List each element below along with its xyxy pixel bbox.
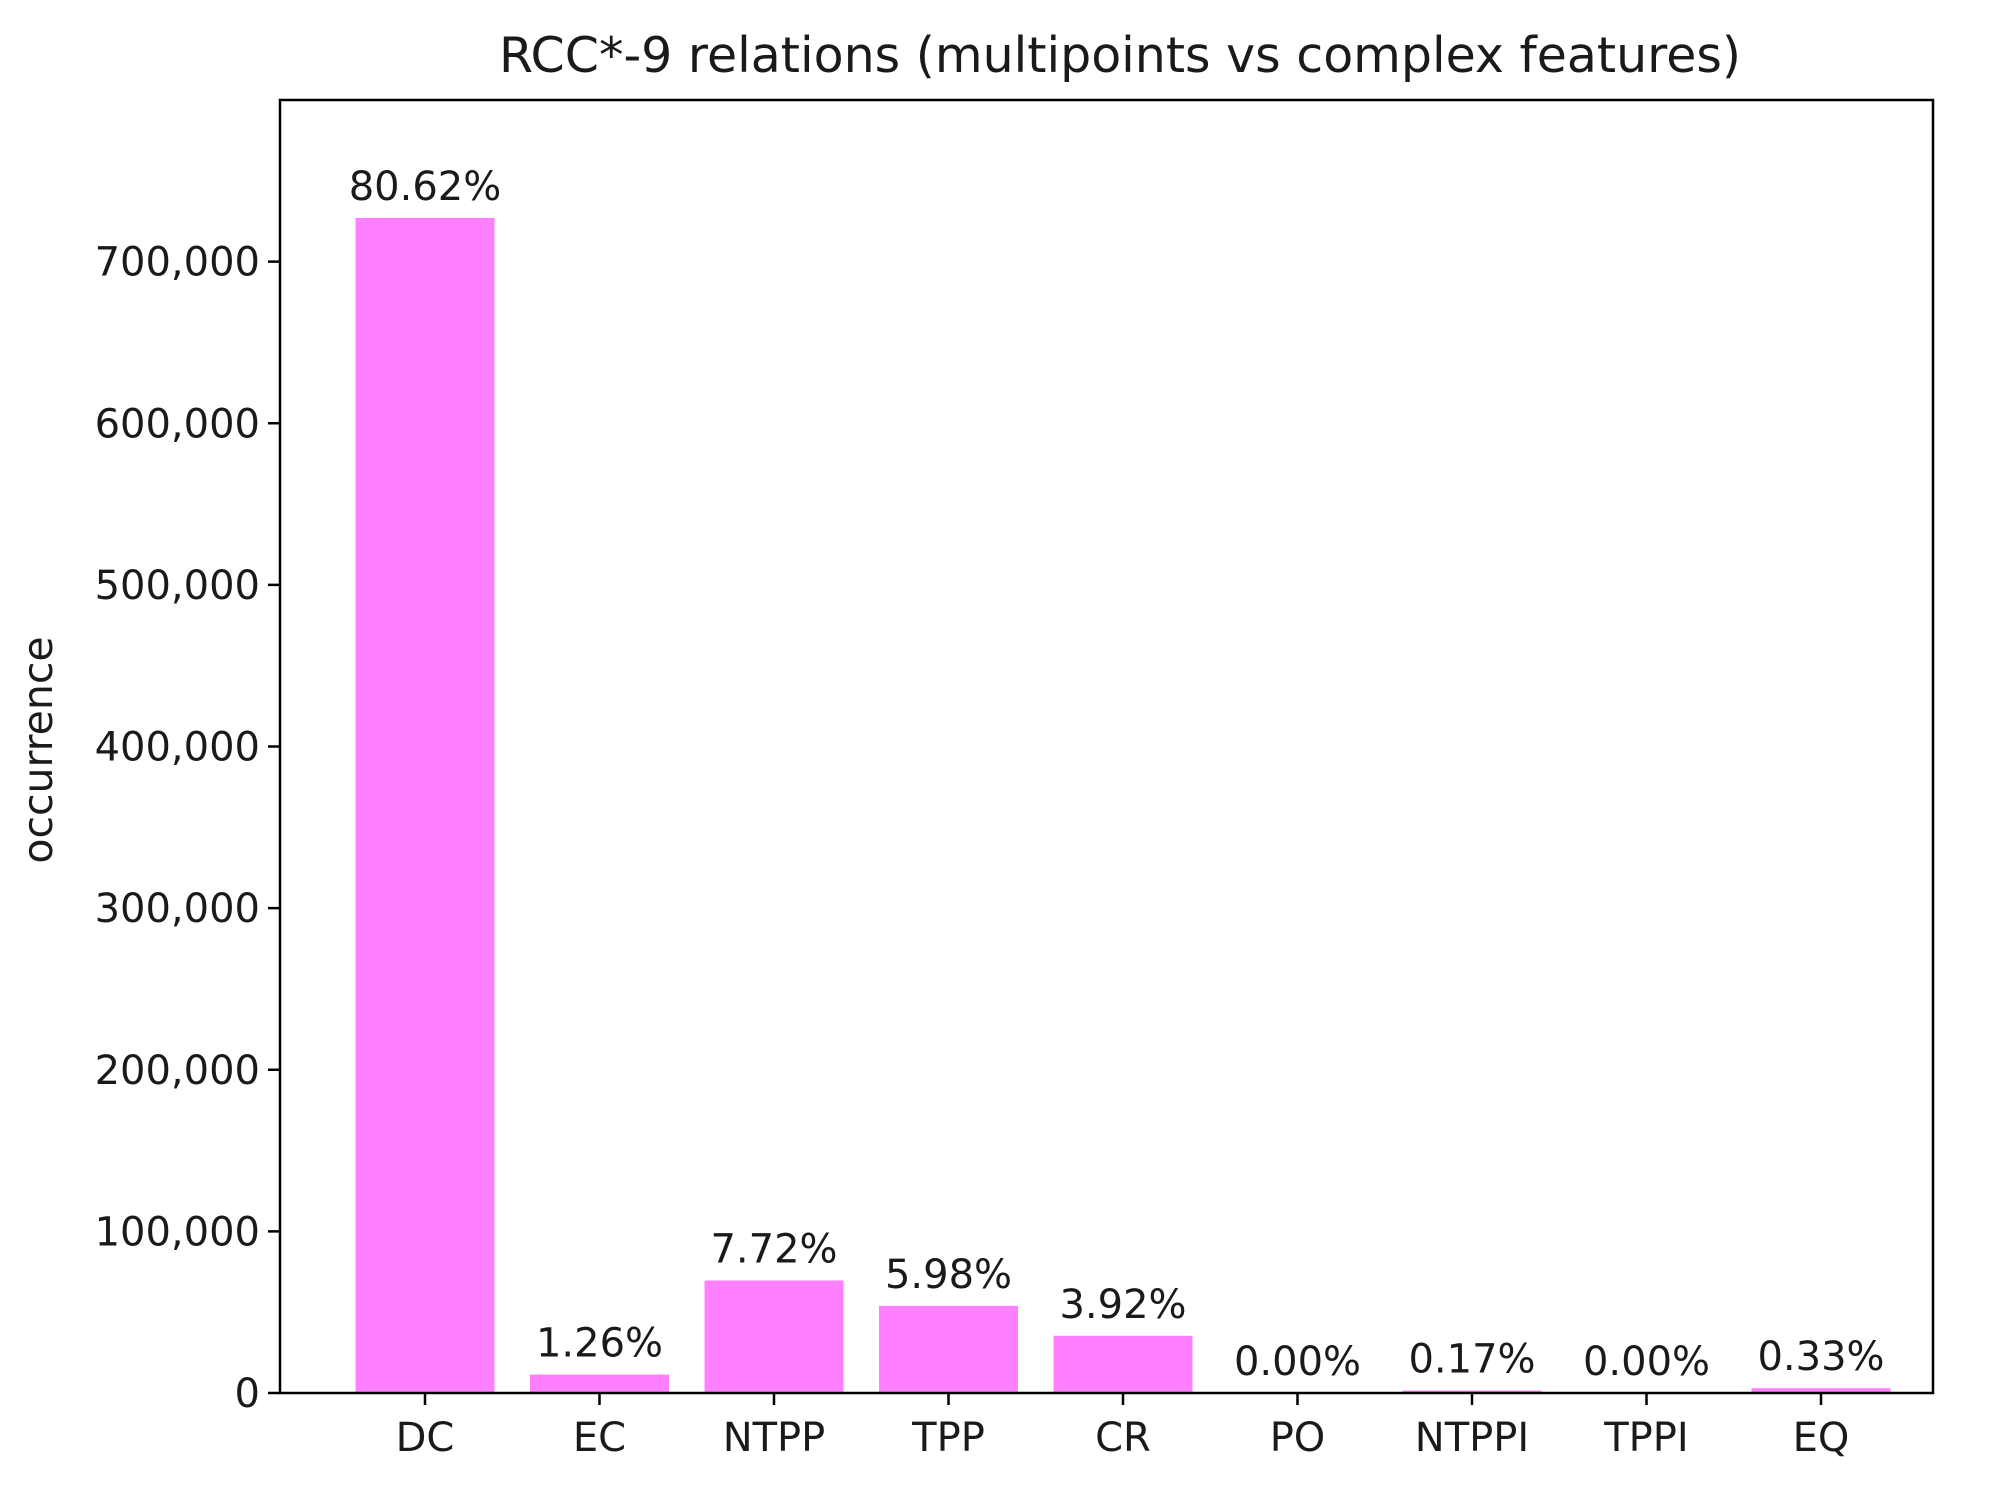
bar-eq — [1751, 1388, 1891, 1393]
y-tick-label: 600,000 — [95, 401, 260, 447]
x-tick-label: NTPP — [723, 1415, 826, 1461]
y-axis-label: occurrence — [14, 636, 62, 863]
bar-tpp — [879, 1305, 1018, 1393]
data-label: 0.33% — [1757, 1334, 1884, 1380]
plot-frame — [278, 98, 1935, 1395]
y-tick-label: 100,000 — [95, 1209, 260, 1255]
data-label: 0.00% — [1583, 1339, 1710, 1385]
y-tick-label: 300,000 — [95, 886, 260, 932]
y-tick-label: 200,000 — [95, 1048, 260, 1094]
y-tick-label: 500,000 — [95, 563, 260, 609]
chart-title: RCC*-9 relations (multipoints vs complex… — [499, 27, 1741, 84]
x-tick-label: EQ — [1793, 1415, 1850, 1461]
x-tick-label: TPPI — [1603, 1415, 1688, 1461]
data-label: 5.98% — [885, 1252, 1012, 1298]
data-label: 0.00% — [1234, 1339, 1361, 1385]
x-tick-label: DC — [396, 1415, 455, 1461]
y-tick-label: 0 — [235, 1371, 260, 1417]
data-label: 80.62% — [349, 164, 502, 210]
data-label: 7.72% — [710, 1227, 837, 1273]
bar-ntpp — [704, 1280, 844, 1393]
data-label: 1.26% — [536, 1321, 663, 1367]
x-tick-label: CR — [1095, 1415, 1151, 1461]
data-label: 3.92% — [1059, 1282, 1186, 1328]
x-tick-label: TPP — [911, 1415, 985, 1461]
x-tick-label: NTPPI — [1415, 1415, 1529, 1461]
y-tick-label: 400,000 — [95, 725, 260, 771]
bar-cr — [1053, 1335, 1193, 1393]
plot-area: 0 100,000 200,000 300,000 400,000 500,000 600,… — [95, 98, 1935, 1461]
x-tick-label: EC — [573, 1415, 626, 1461]
data-label: 0.17% — [1408, 1337, 1535, 1383]
bar-ec — [530, 1374, 669, 1393]
x-tick-label: PO — [1270, 1415, 1326, 1461]
bar-dc — [355, 217, 495, 1394]
y-tick-label: 700,000 — [95, 240, 260, 286]
